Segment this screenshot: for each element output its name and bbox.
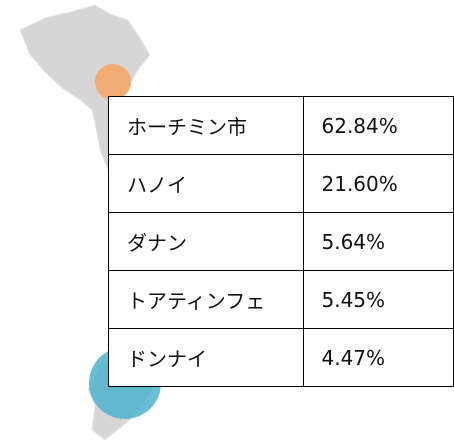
region-name: トアティンフェ: [108, 270, 304, 329]
table-row: トアティンフェ 5.45%: [108, 270, 454, 329]
share-value: 21.60%: [302, 154, 454, 213]
table-row: ホーチミン市 62.84%: [108, 96, 454, 155]
region-name: ダナン: [108, 212, 304, 271]
table-row: ダナン 5.64%: [108, 212, 454, 271]
share-value: 4.47%: [302, 328, 454, 387]
marker: [95, 64, 131, 100]
table-row: ドンナイ 4.47%: [108, 328, 454, 387]
share-value: 5.45%: [302, 270, 454, 329]
share-value: 5.64%: [302, 212, 454, 271]
region-name: ドンナイ: [108, 328, 304, 387]
region-name: ホーチミン市: [108, 96, 304, 155]
share-value: 62.84%: [302, 96, 454, 155]
region-name: ハノイ: [108, 154, 304, 213]
table-row: ハノイ 21.60%: [108, 154, 454, 213]
ranking-table: ホーチミン市 62.84% ハノイ 21.60% ダナン 5.64% トアティンフェ 5.45…: [108, 96, 454, 387]
